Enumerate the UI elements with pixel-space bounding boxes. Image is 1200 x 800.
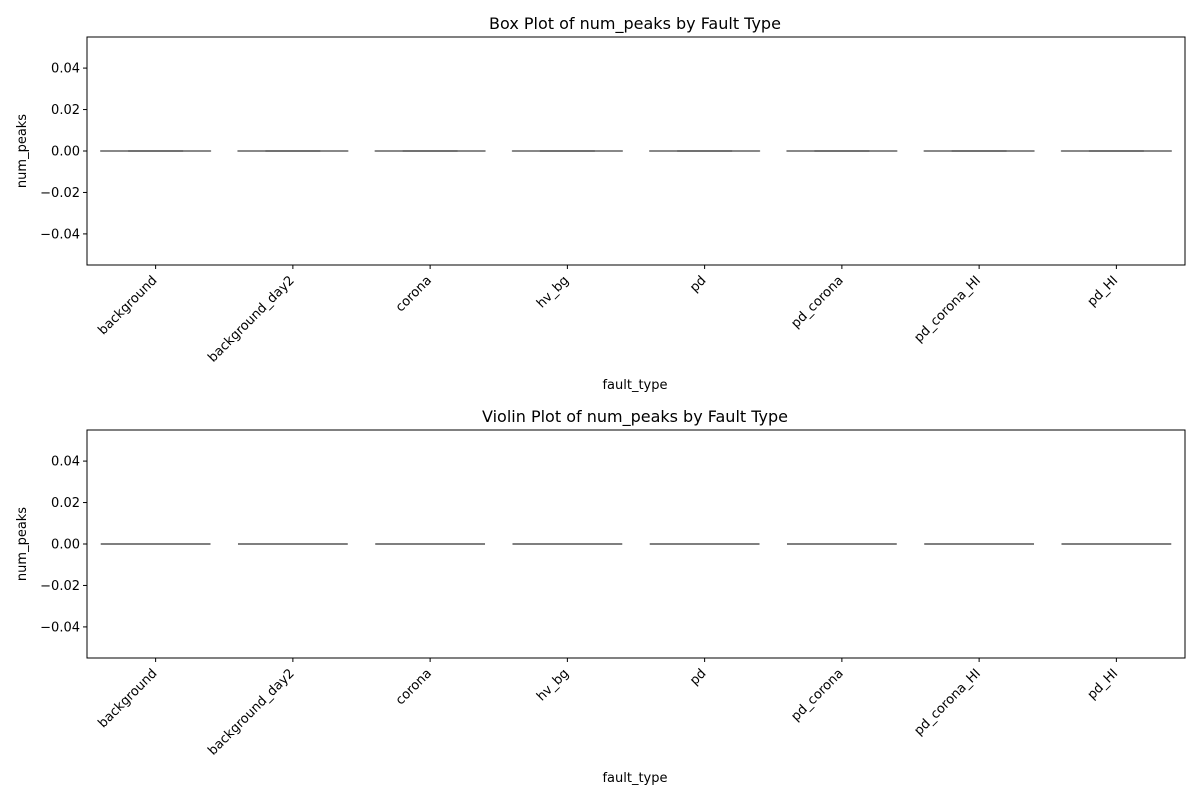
box-plot-x-axis-label: fault_type (602, 378, 667, 393)
y-tick-label: 0.00 (51, 145, 80, 160)
box-plot-title: Box Plot of num_peaks by Fault Type (489, 14, 781, 34)
y-tick-label: −0.04 (40, 227, 80, 242)
box-plot-y-ticks: −0.04 −0.02 0.00 0.02 0.04 (40, 62, 87, 242)
y-tick-label: 0.04 (51, 62, 80, 77)
y-tick-label: 0.00 (51, 538, 80, 553)
y-tick-label: −0.02 (40, 579, 80, 594)
violin-plot-y-ticks: −0.04 −0.02 0.00 0.02 0.04 (40, 455, 87, 635)
y-tick-label: 0.02 (51, 496, 80, 511)
y-tick-label: 0.02 (51, 103, 80, 118)
y-tick-label: −0.04 (40, 620, 80, 635)
y-tick-label: 0.04 (51, 455, 80, 470)
violin-plot-x-axis-label: fault_type (602, 771, 667, 786)
box-plot-y-axis-label: num_peaks (15, 114, 30, 188)
violin-plot-title: Violin Plot of num_peaks by Fault Type (482, 407, 788, 427)
y-tick-label: −0.02 (40, 186, 80, 201)
violin-plot-y-axis-label: num_peaks (15, 507, 30, 581)
